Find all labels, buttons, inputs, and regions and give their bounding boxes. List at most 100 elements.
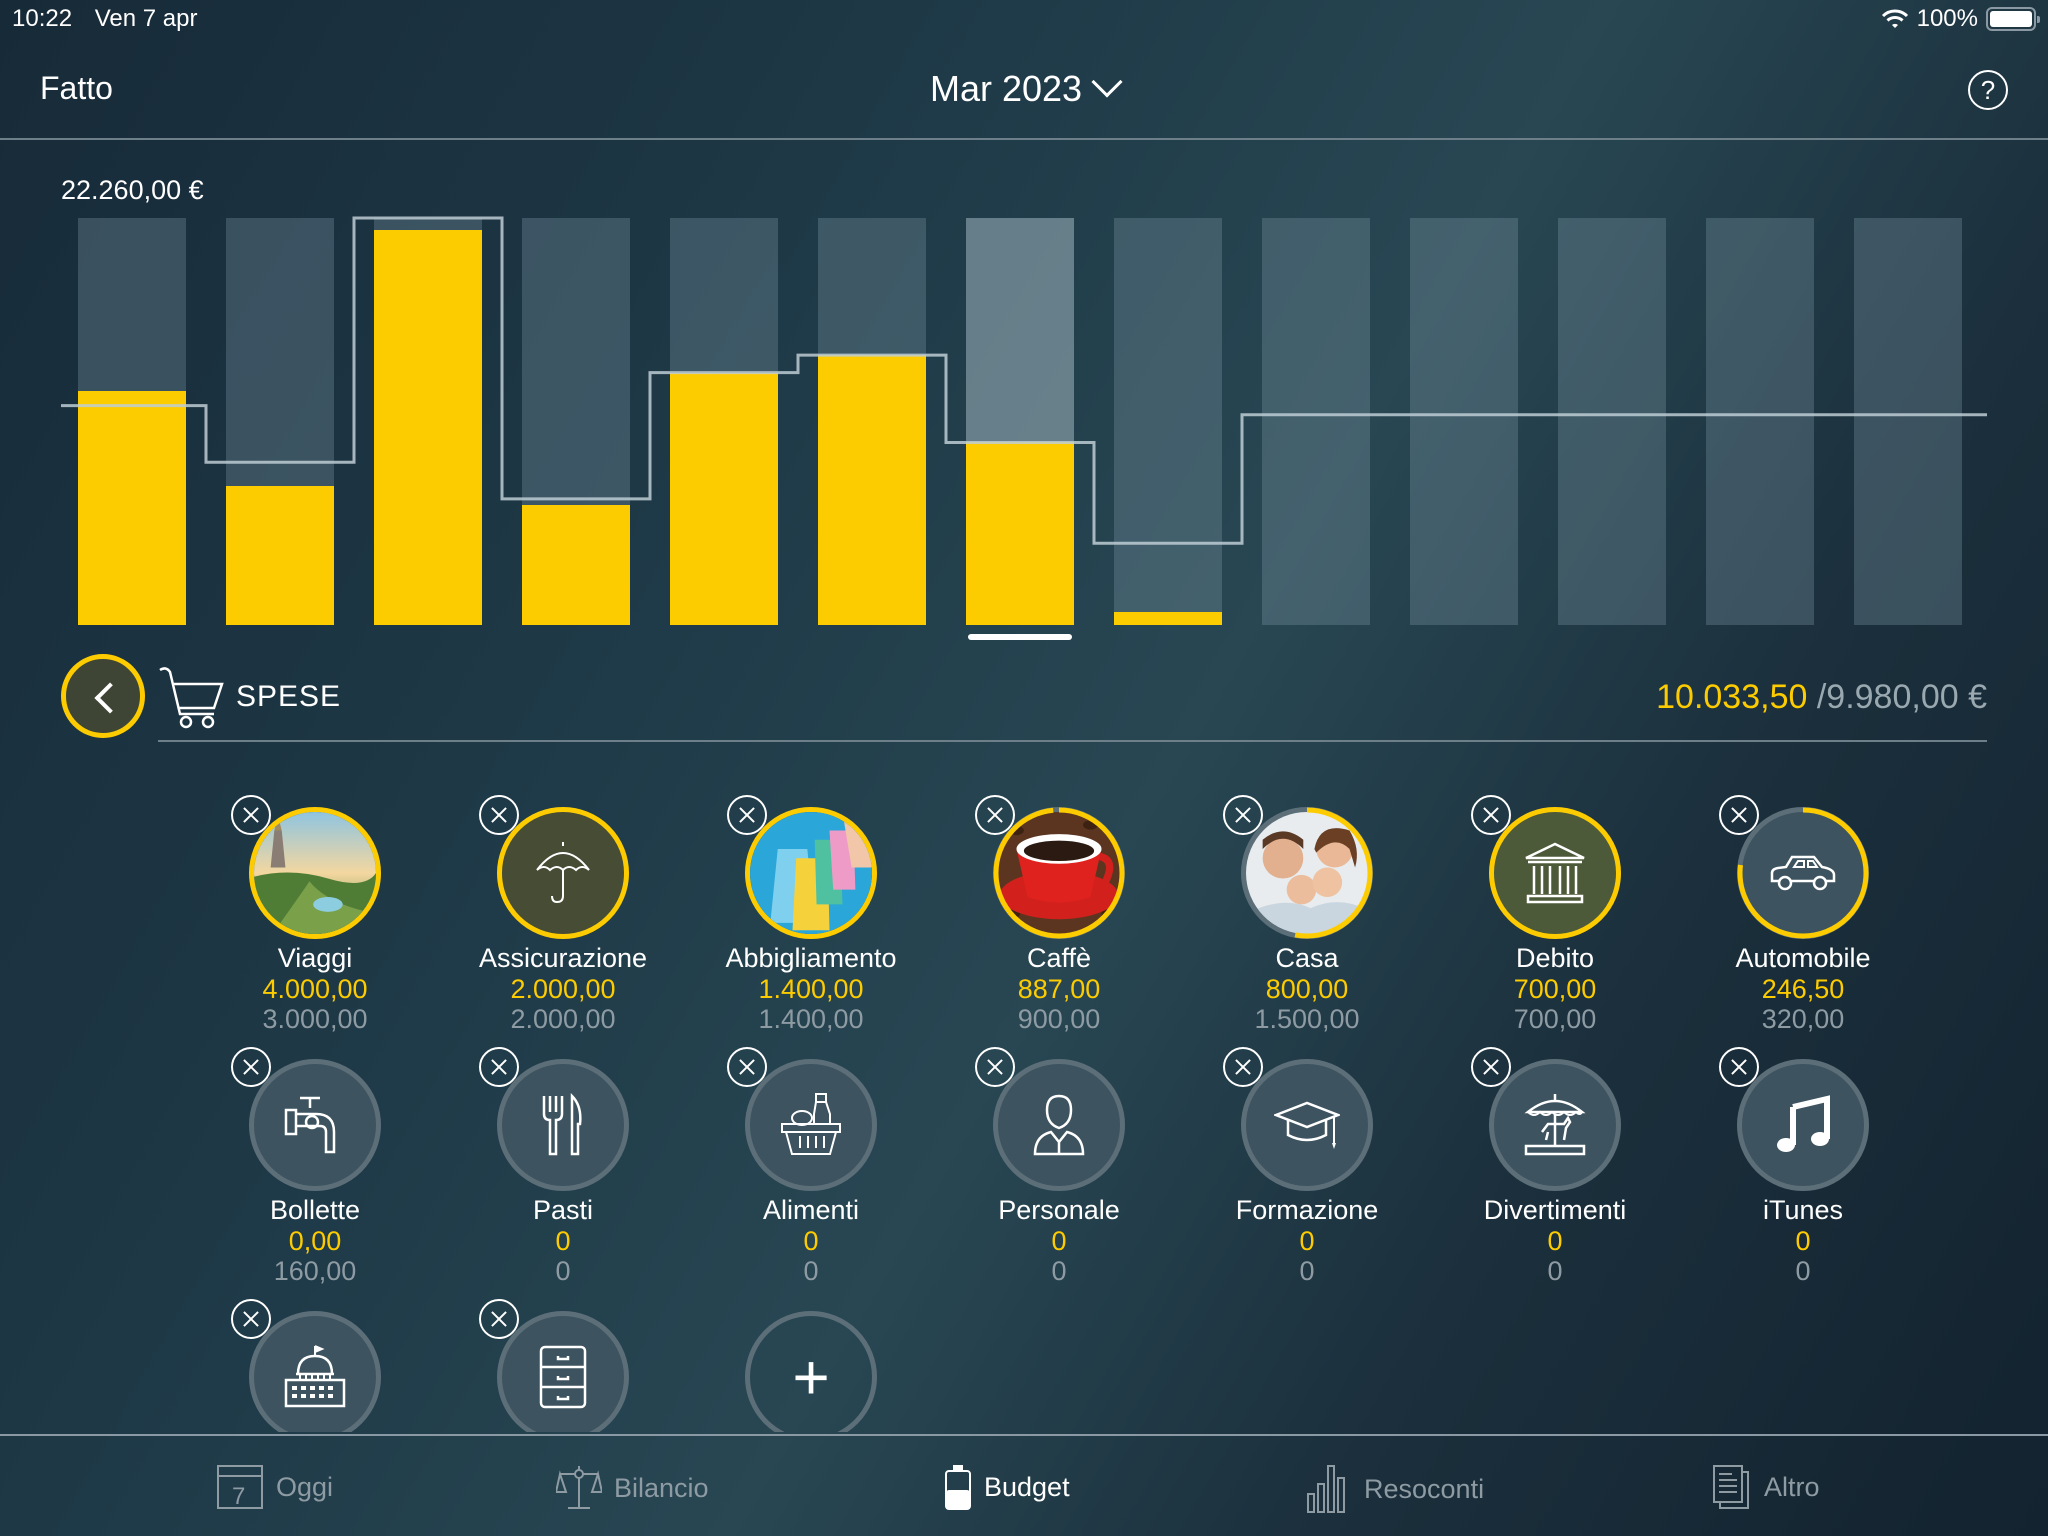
category-name: Viaggi [277,943,353,973]
remove-category-button[interactable] [231,795,271,835]
category-name: Automobile [1735,943,1871,973]
tab-budget[interactable]: Budget [944,1464,1070,1510]
month-bar[interactable] [78,218,186,625]
category-spent: 4.000,00 [262,974,368,1004]
category-spent: 0 [1051,1226,1067,1256]
category-name: Caffè [1026,943,1092,973]
category-budget: 320,00 [1761,1004,1845,1034]
month-bar[interactable] [1558,218,1666,625]
category-automobile[interactable]: Automobile 246,50 320,00 [1683,795,1923,1034]
total-spent: 10.033,50 [1656,678,1808,716]
category-budget: 0 [555,1256,571,1286]
category-spent: 2.000,00 [510,974,616,1004]
remove-category-button[interactable] [1719,795,1759,835]
remove-category-button[interactable] [479,1047,519,1087]
month-picker[interactable]: Mar 2023 [0,66,2048,110]
category-casa[interactable]: Casa 800,00 1.500,00 [1187,795,1427,1034]
category-assicurazione[interactable]: Assicurazione 2.000,00 2.000,00 [443,795,683,1034]
remove-category-button[interactable] [975,1047,1015,1087]
month-bar[interactable] [670,218,778,625]
category-name: Assicurazione [478,943,648,973]
remove-category-button[interactable] [975,795,1015,835]
remove-category-button[interactable] [479,1299,519,1339]
month-bar[interactable] [1262,218,1370,625]
month-bar[interactable] [1114,218,1222,625]
category-pasti[interactable]: Pasti 0 0 [443,1047,683,1286]
carousel-icon [1489,1059,1621,1191]
remove-category-button[interactable] [231,1047,271,1087]
category-spent: 0 [803,1226,819,1256]
category-caffè[interactable]: Caffè 887,00 900,00 [939,795,1179,1034]
spent-bar [226,486,334,625]
status-time: 10:22 [12,5,73,32]
category-grid: Viaggi 4.000,00 3.000,00 Assicurazione 2.000… [0,795,2048,1432]
travel-photo [249,807,381,939]
category-bollette[interactable]: Bollette 0,00 160,00 [195,1047,435,1286]
month-bar[interactable] [818,218,926,625]
section-totals: 10.033,50 /9.980,00 € [1656,678,1987,717]
status-date: Ven 7 apr [94,5,198,32]
category-personale[interactable]: Personale 0 0 [939,1047,1179,1286]
category-debito[interactable]: Debito 700,00 700,00 [1435,795,1675,1034]
cabinet-icon [497,1311,629,1432]
category-formazione[interactable]: Formazione 0 0 [1187,1047,1427,1286]
category-item-15[interactable] [443,1299,683,1432]
remove-category-button[interactable] [479,795,519,835]
category-spent: 0 [1795,1226,1811,1256]
shopping-photo [745,807,877,939]
tab-altro[interactable]: Altro [1712,1464,1820,1510]
category-budget: 0 [803,1256,819,1286]
category-viaggi[interactable]: Viaggi 4.000,00 3.000,00 [195,795,435,1034]
category-name: Abbigliamento [725,943,897,973]
tab-label: Resoconti [1364,1473,1485,1504]
month-bar[interactable] [374,218,482,625]
remove-category-button[interactable] [1719,1047,1759,1087]
remove-category-button[interactable] [727,795,767,835]
category-budget: 2.000,00 [510,1004,616,1034]
category-spent: 887,00 [1017,974,1101,1004]
month-bar[interactable] [522,218,630,625]
category-itunes[interactable]: iTunes 0 0 [1683,1047,1923,1286]
spent-bar [374,230,482,625]
category-alimenti[interactable]: Alimenti 0 0 [691,1047,931,1286]
spent-bar [78,390,186,625]
spent-bar [670,372,778,625]
remove-category-button[interactable] [231,1299,271,1339]
category-spent: 0 [555,1226,571,1256]
bank-icon [1489,807,1621,939]
month-bar[interactable] [966,218,1074,625]
category-spent: 700,00 [1513,974,1597,1004]
remove-category-button[interactable] [1471,1047,1511,1087]
battery-icon [1986,7,2040,31]
nav-bar: Fatto Mar 2023 ? [0,40,2048,140]
category-abbigliamento[interactable]: Abbigliamento 1.400,00 1.400,00 [691,795,931,1034]
month-bar[interactable] [1706,218,1814,625]
scale-icon [556,1466,602,1509]
month-title: Mar 2023 [929,68,1083,109]
month-bar[interactable] [226,218,334,625]
back-button[interactable] [61,654,145,738]
chart-max-label: 22.260,00 € [61,175,204,205]
category-name: Formazione [1235,1195,1379,1225]
category-item-14[interactable] [195,1299,435,1432]
month-bar[interactable] [1854,218,1962,625]
category-budget: 700,00 [1513,1004,1597,1034]
month-bar[interactable] [1410,218,1518,625]
tab-bilancio[interactable]: Bilancio [556,1464,709,1512]
add-category-button[interactable]: + [691,1299,931,1432]
tab-oggi[interactable]: 7 Oggi [216,1464,333,1510]
category-name: Bollette [269,1195,361,1225]
remove-category-button[interactable] [1223,1047,1263,1087]
done-button[interactable]: Fatto [40,70,113,106]
remove-category-button[interactable] [1471,795,1511,835]
tab-bar: 7 Oggi Bilancio Budget Resoconti [0,1434,2048,1536]
remove-category-button[interactable] [1223,795,1263,835]
category-divertimenti[interactable]: Divertimenti 0 0 [1435,1047,1675,1286]
category-budget: 0 [1299,1256,1315,1286]
help-button[interactable]: ? [1968,70,2008,110]
grocery-basket-icon [745,1059,877,1191]
spent-bar [1114,612,1222,625]
tab-resoconti[interactable]: Resoconti [1306,1464,1484,1514]
remove-category-button[interactable] [727,1047,767,1087]
tab-label: Bilancio [614,1472,709,1503]
